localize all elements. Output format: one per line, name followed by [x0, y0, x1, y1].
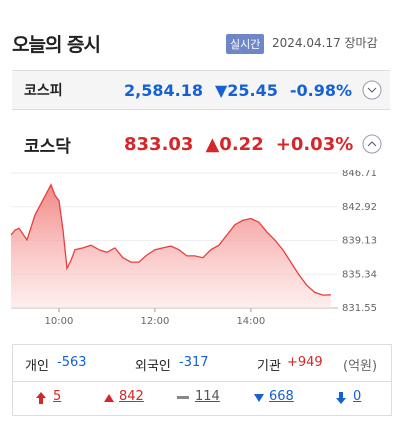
y-tick-label: 831.55 [342, 303, 377, 314]
index-name: 코스피 [24, 83, 63, 99]
title: 오늘의 증시 [12, 34, 101, 56]
badge: 실시간 [226, 34, 265, 54]
icon-up [104, 394, 114, 402]
index-value: 833.03 [124, 133, 194, 155]
index-row[interactable]: 코스닥 833.03 ▲0.22 +0.03% [12, 124, 390, 164]
investor-label: 외국인 [135, 359, 171, 374]
y-tick-label: 839.13 [342, 236, 377, 247]
breadth-value[interactable]: 842 [119, 389, 144, 404]
y-tick-label: 846.71 [342, 170, 377, 179]
breadth-value[interactable]: 0 [353, 389, 362, 404]
breadth-value[interactable]: 668 [269, 389, 294, 404]
index-rate: +0.03% [275, 133, 354, 155]
icon-limit-down [336, 392, 346, 404]
index-rate: -0.98% [289, 80, 353, 100]
x-tick-label: 10:00 [45, 316, 74, 327]
index-name: 코스닥 [24, 136, 71, 157]
investor-value: -563 [57, 355, 87, 370]
chart: 846.71 842.92 839.13 835.34 831.55 10:00 12:00… [10, 170, 377, 327]
line [10, 183, 331, 296]
investor-value: -317 [179, 355, 209, 370]
breadth-value[interactable]: 114 [195, 389, 220, 404]
icon-flat [177, 396, 189, 399]
index-row[interactable]: 코스피 2,584.18 ▼25.45 -0.98% [12, 70, 390, 110]
divider [13, 381, 391, 382]
collapse-button[interactable] [362, 134, 382, 154]
index-change: ▲0.22 [205, 133, 264, 155]
investor-box: 개인 -563 외국인 -317 기관 +949 (억원) 5 842 114 … [12, 344, 392, 416]
date: 2024.04.17 장마감 [272, 36, 378, 50]
y-tick-label: 835.34 [342, 269, 377, 280]
icon-limit-up [36, 392, 46, 404]
icon-down [254, 394, 264, 402]
index-change: ▼25.45 [214, 80, 278, 100]
unit: (억원) [343, 359, 378, 374]
investor-value: +949 [287, 355, 323, 370]
investor-label: 기관 [257, 359, 281, 374]
x-tick-label: 12:00 [140, 316, 169, 327]
x-tick-label: 14:00 [236, 316, 265, 327]
breadth-value[interactable]: 5 [53, 389, 62, 404]
index-value: 2,584.18 [124, 80, 203, 100]
y-tick-label: 842.92 [342, 202, 377, 213]
expand-button[interactable] [362, 80, 382, 100]
investor-label: 개인 [25, 359, 49, 374]
